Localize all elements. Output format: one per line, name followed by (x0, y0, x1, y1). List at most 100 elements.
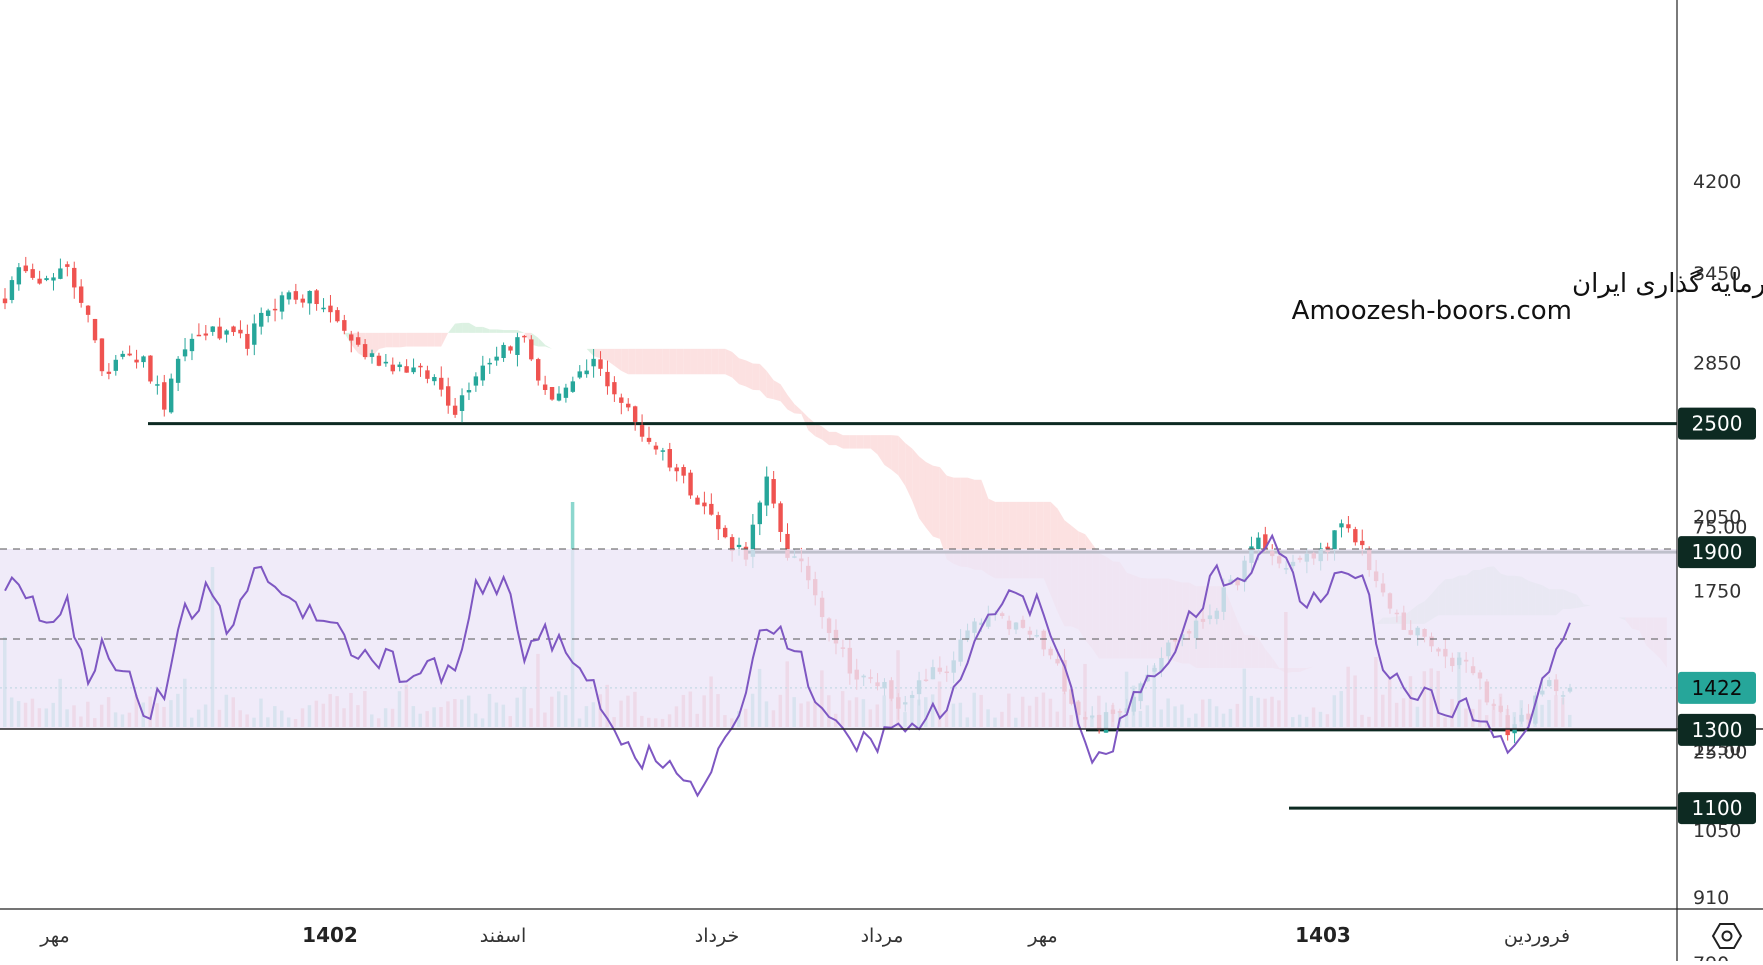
time-tick-label: اسفند (480, 925, 527, 947)
cloud-segment (476, 327, 483, 333)
candle-body (619, 397, 623, 402)
candle-body (432, 377, 436, 381)
candle-body (605, 372, 609, 386)
candle-body (3, 299, 7, 304)
cloud-segment (545, 345, 552, 349)
candle-body (411, 368, 415, 373)
cloud-segment (760, 364, 767, 398)
cloud-segment (517, 330, 524, 333)
level-badge-text: 1100 (1692, 796, 1743, 820)
price-tick-label: 790 (1693, 953, 1729, 961)
cloud-segment (594, 349, 601, 358)
cloud-segment (635, 349, 642, 374)
candle-body (633, 406, 637, 422)
cloud-segment (621, 349, 628, 374)
cloud-segment (739, 358, 746, 386)
candle-body (307, 291, 311, 303)
cloud-segment (919, 456, 926, 527)
candle-body (280, 295, 284, 311)
candle-body (44, 278, 48, 280)
candle-body (508, 346, 512, 350)
cloud-segment (469, 323, 476, 333)
cloud-segment (393, 333, 400, 347)
cloud-segment (725, 349, 732, 378)
cloud-segment (753, 364, 760, 391)
cloud-segment (178, 285, 185, 291)
candle-body (224, 330, 228, 334)
price-tick-label: 1750 (1693, 581, 1741, 603)
cloud-segment (185, 290, 192, 302)
cloud-segment (774, 380, 781, 401)
cloud-segment (677, 349, 684, 374)
current-price-badge-text: 1422 (1692, 676, 1743, 700)
cloud-segment (511, 330, 518, 333)
cloud-segment (767, 371, 774, 399)
candle-body (654, 446, 658, 450)
candle-body (259, 313, 263, 327)
candle-body (481, 366, 485, 381)
candle-body (543, 385, 547, 390)
candle-body (321, 308, 325, 310)
cloud-segment (400, 333, 407, 347)
candle-body (100, 338, 104, 371)
candle-body (314, 290, 318, 304)
cloud-segment (912, 449, 919, 519)
candle-body (418, 366, 422, 368)
cloud-segment (704, 349, 711, 374)
cloud-segment (905, 443, 912, 501)
level-badge-text: 1900 (1692, 540, 1743, 564)
cloud-segment (386, 333, 393, 347)
cloud-segment (587, 349, 594, 356)
candle-body (10, 280, 14, 300)
candle-body (93, 319, 97, 340)
candle-body (190, 339, 194, 351)
price-tick-label: 2050 (1693, 507, 1741, 529)
cloud-segment (829, 432, 836, 445)
cloud-segment (850, 435, 857, 448)
level-badge-text: 2500 (1692, 412, 1743, 436)
candle-body (197, 335, 201, 337)
candle-body (363, 344, 367, 357)
candle-body (266, 310, 270, 316)
candle-body (1332, 530, 1336, 550)
cloud-segment (732, 352, 739, 384)
time-tick-label: مهر (39, 925, 69, 947)
candle-body (1360, 541, 1364, 545)
candle-body (155, 384, 159, 386)
candle-body (398, 365, 402, 367)
time-tick-label: فروردین (1504, 925, 1570, 947)
cloud-segment (192, 302, 199, 316)
candle-body (467, 390, 471, 392)
cloud-segment (427, 333, 434, 347)
candle-body (169, 379, 173, 413)
candle-body (384, 362, 388, 364)
cloud-segment (801, 410, 808, 430)
candle-body (72, 268, 76, 288)
candle-body (245, 334, 249, 349)
candle-body (1256, 538, 1260, 549)
cloud-segment (794, 404, 801, 414)
candle-body (661, 450, 665, 452)
cloud-segment (483, 327, 490, 333)
candle-body (460, 395, 464, 411)
settings-button[interactable] (1713, 924, 1741, 948)
candle-body (391, 365, 395, 372)
candle-body (529, 339, 533, 359)
candle-body (598, 359, 602, 368)
candle-body (758, 503, 762, 525)
candle-body (335, 310, 339, 321)
cloud-segment (697, 349, 704, 374)
cloud-segment (808, 417, 815, 436)
candle-body (252, 323, 256, 344)
cloud-segment (891, 435, 898, 475)
candle-body (737, 545, 741, 547)
candle-body (501, 345, 505, 358)
time-tick-label: 1402 (302, 923, 358, 947)
candle-body (287, 292, 291, 299)
candle-body (404, 366, 408, 372)
candle-body (709, 504, 713, 515)
candle-body (584, 371, 588, 375)
candle-body (716, 515, 720, 529)
